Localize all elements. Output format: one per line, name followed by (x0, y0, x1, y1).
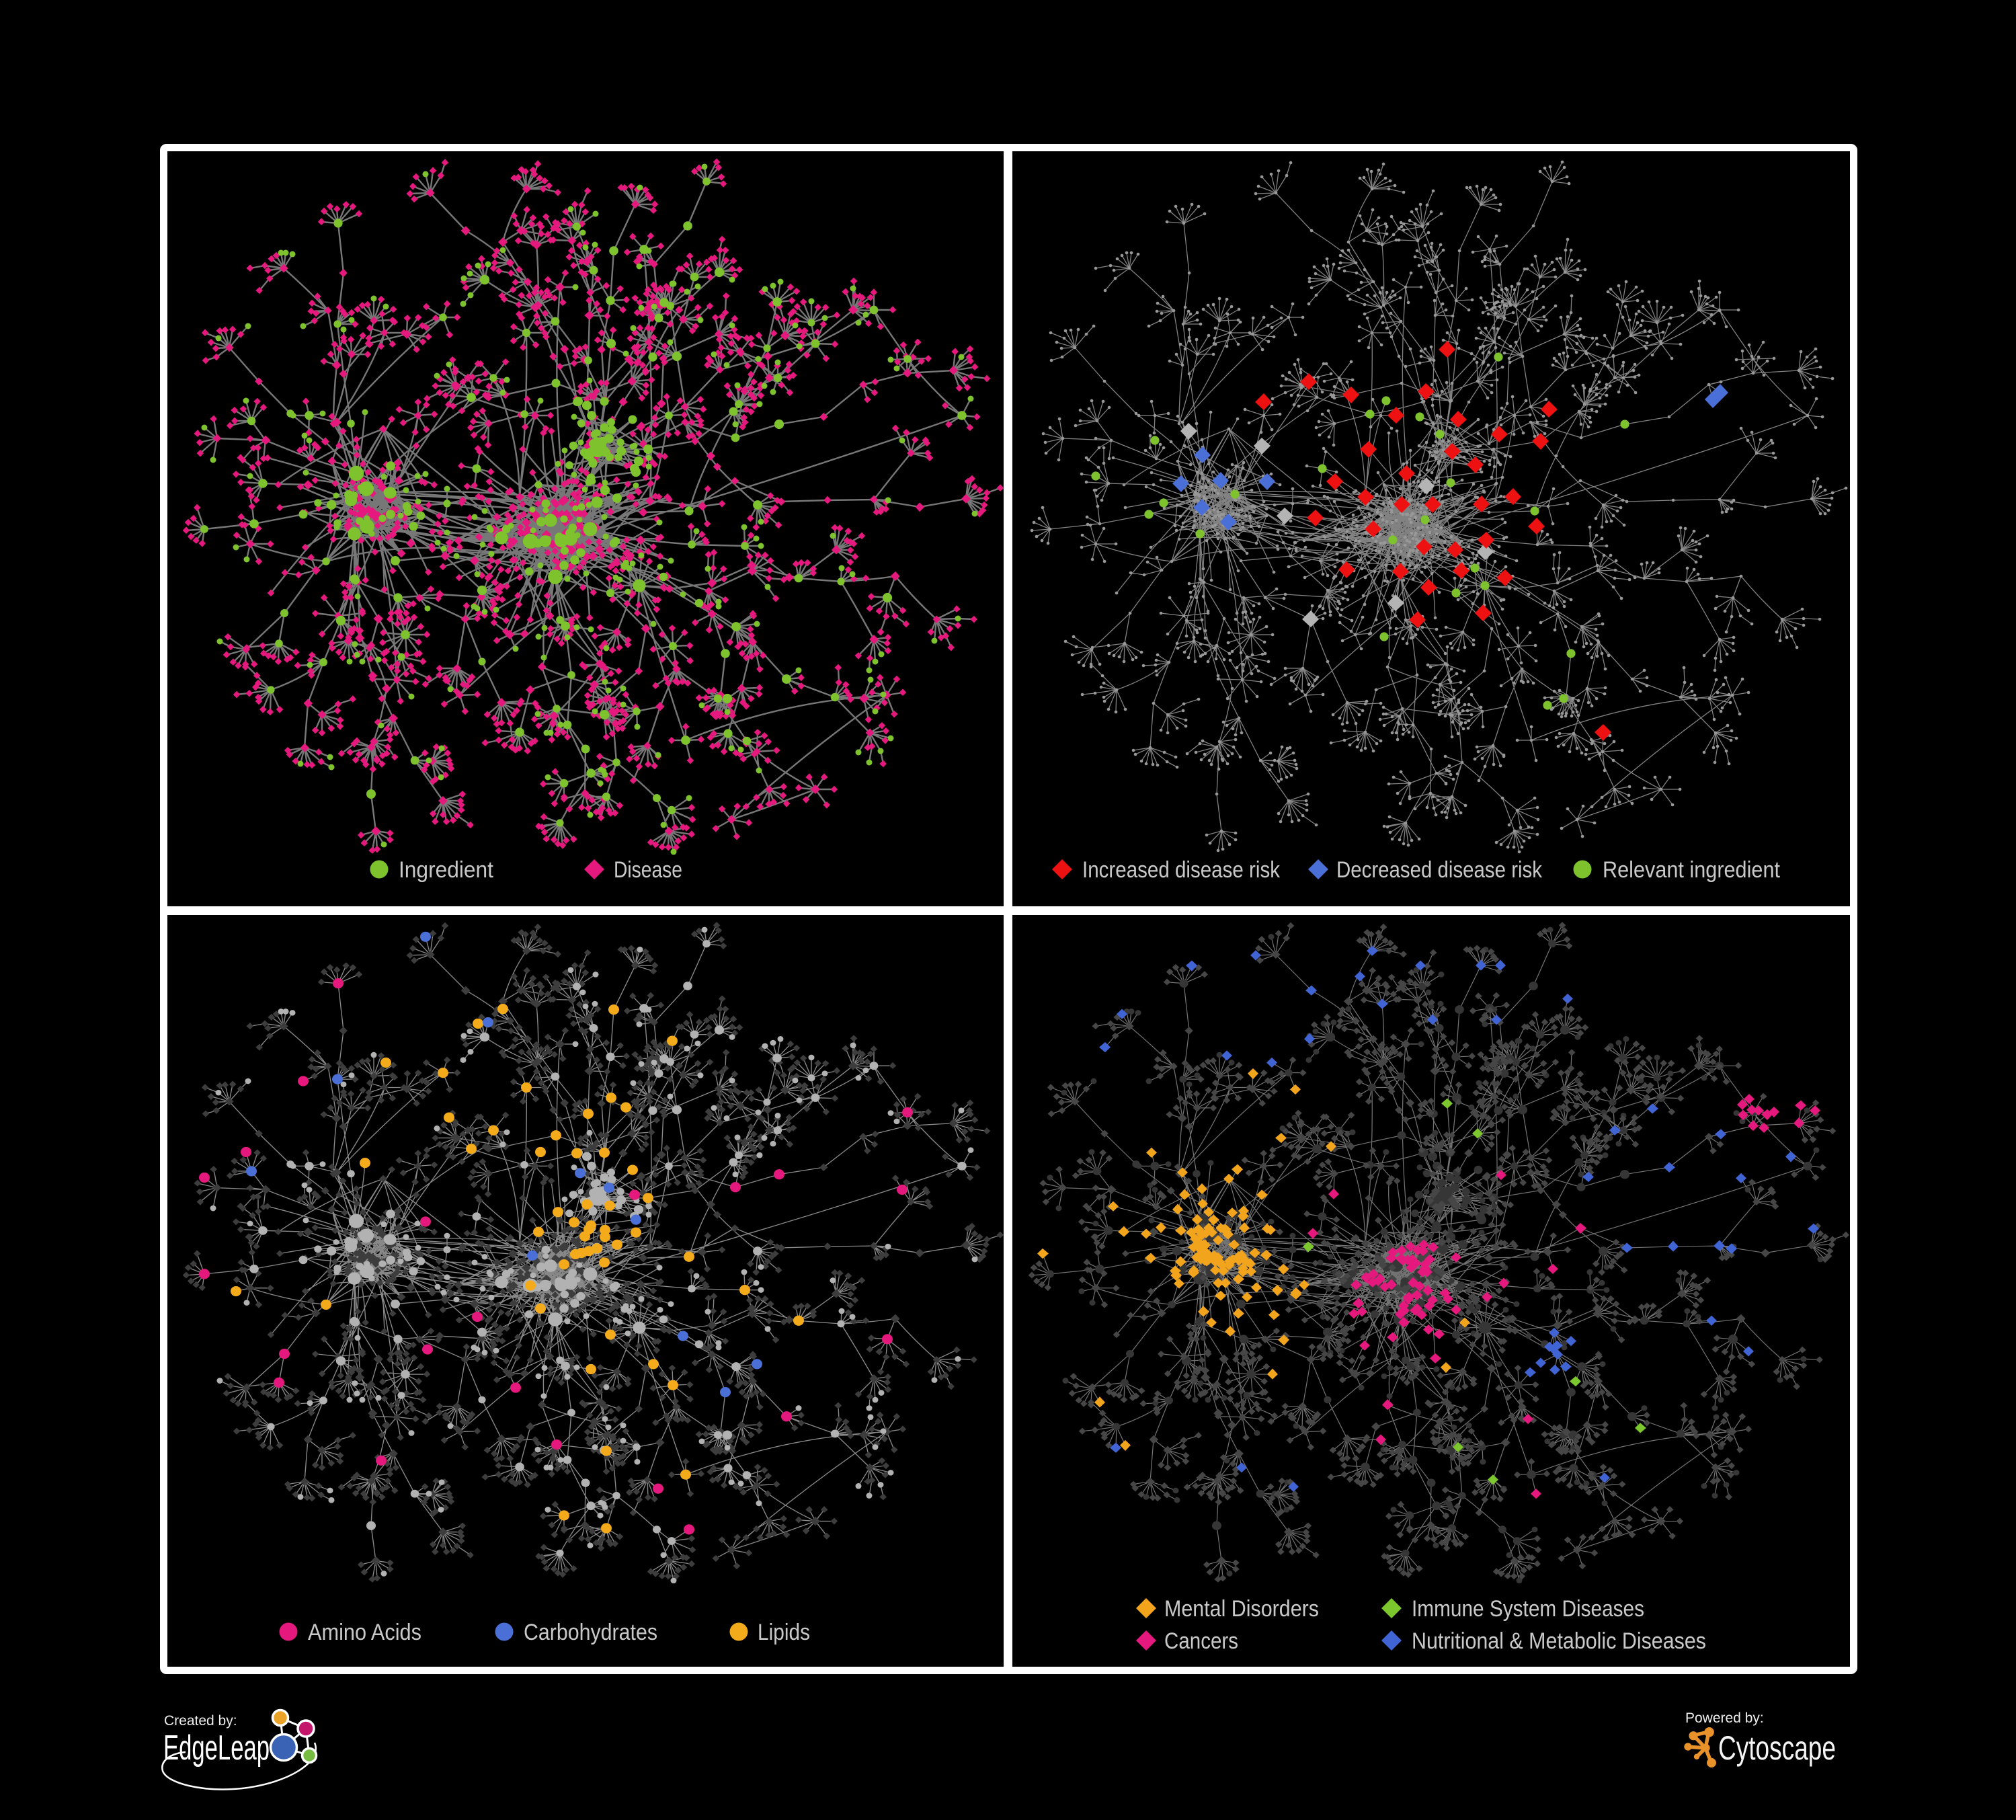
svg-text:Mental Disorders: Mental Disorders (1164, 1596, 1319, 1622)
svg-text:Cytoscape: Cytoscape (1718, 1729, 1836, 1767)
svg-text:Disease: Disease (614, 857, 682, 883)
svg-text:Decreased disease risk: Decreased disease risk (1336, 857, 1543, 883)
svg-text:Cancers: Cancers (1164, 1628, 1238, 1654)
svg-text:Ingredient: Ingredient (399, 857, 494, 883)
svg-text:Powered by:: Powered by: (1685, 1710, 1764, 1726)
svg-text:Increased disease risk: Increased disease risk (1082, 857, 1281, 883)
svg-text:Created by:: Created by: (164, 1713, 237, 1729)
svg-text:Nutritional & Metabolic Diseas: Nutritional & Metabolic Diseases (1412, 1628, 1706, 1654)
svg-text:EdgeLeap: EdgeLeap (163, 1729, 270, 1768)
svg-text:Relevant ingredient: Relevant ingredient (1603, 857, 1780, 883)
svg-text:Immune System Diseases: Immune System Diseases (1412, 1596, 1644, 1622)
svg-text:Lipids: Lipids (758, 1620, 810, 1645)
svg-text:Amino Acids: Amino Acids (308, 1620, 421, 1645)
svg-text:Carbohydrates: Carbohydrates (524, 1620, 657, 1645)
